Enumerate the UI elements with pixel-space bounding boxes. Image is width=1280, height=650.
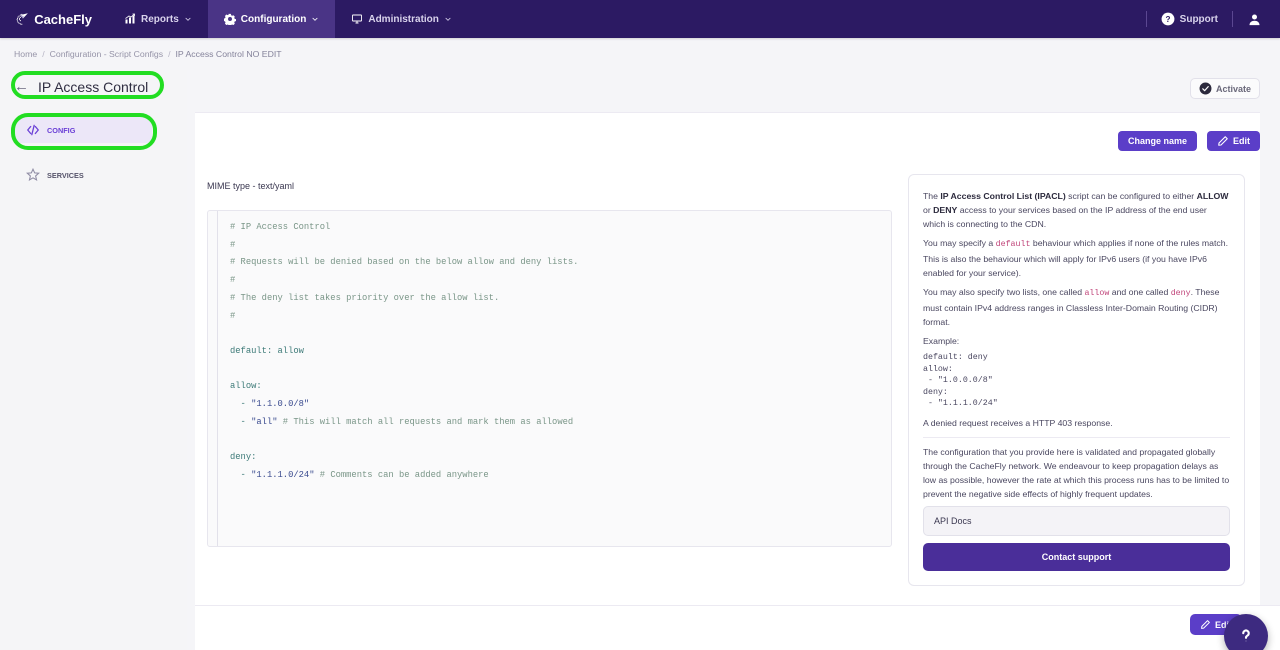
svg-text:?: ? xyxy=(1165,15,1170,24)
